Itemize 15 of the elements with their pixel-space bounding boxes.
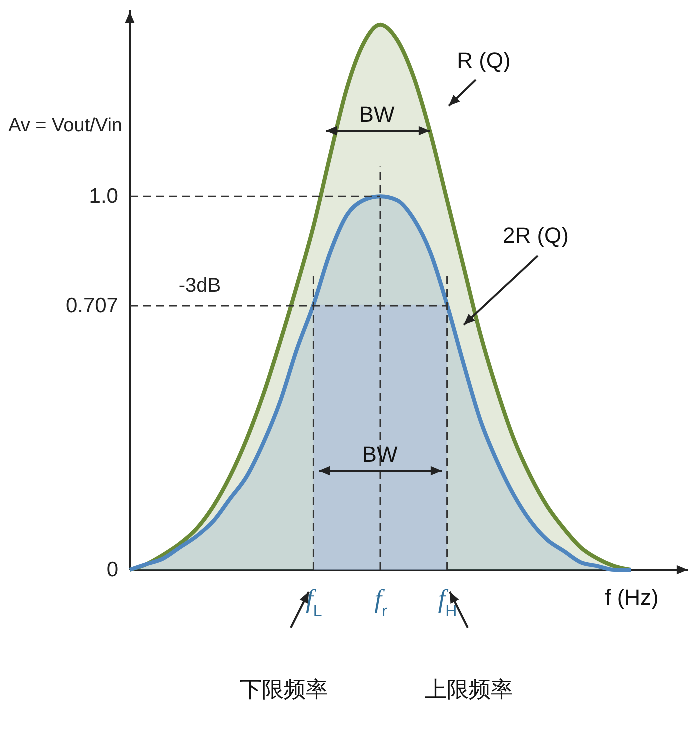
y-tick-label: 1.0 — [89, 185, 118, 208]
text: 下限频率 — [240, 677, 328, 702]
ref-line-label: -3dB — [178, 275, 222, 298]
y-tick-label: 0.707 — [66, 294, 118, 318]
text: f (Hz) — [605, 585, 659, 610]
x-tick-label: f$_{H}$ — [438, 584, 458, 620]
annotation: BW — [362, 442, 398, 467]
y-axis-title: Av = Vout/Vin — [8, 116, 122, 136]
annotation: R (Q) — [457, 48, 511, 73]
x-tick-label: f$_{r}$ — [374, 584, 388, 620]
annotation: BW — [359, 102, 395, 127]
annotation: 2R (Q) — [503, 223, 569, 248]
y-tick-label: 0 — [106, 558, 118, 582]
text: 上限频率 — [425, 677, 513, 702]
x-tick-label: f$_{L}$ — [306, 584, 322, 620]
